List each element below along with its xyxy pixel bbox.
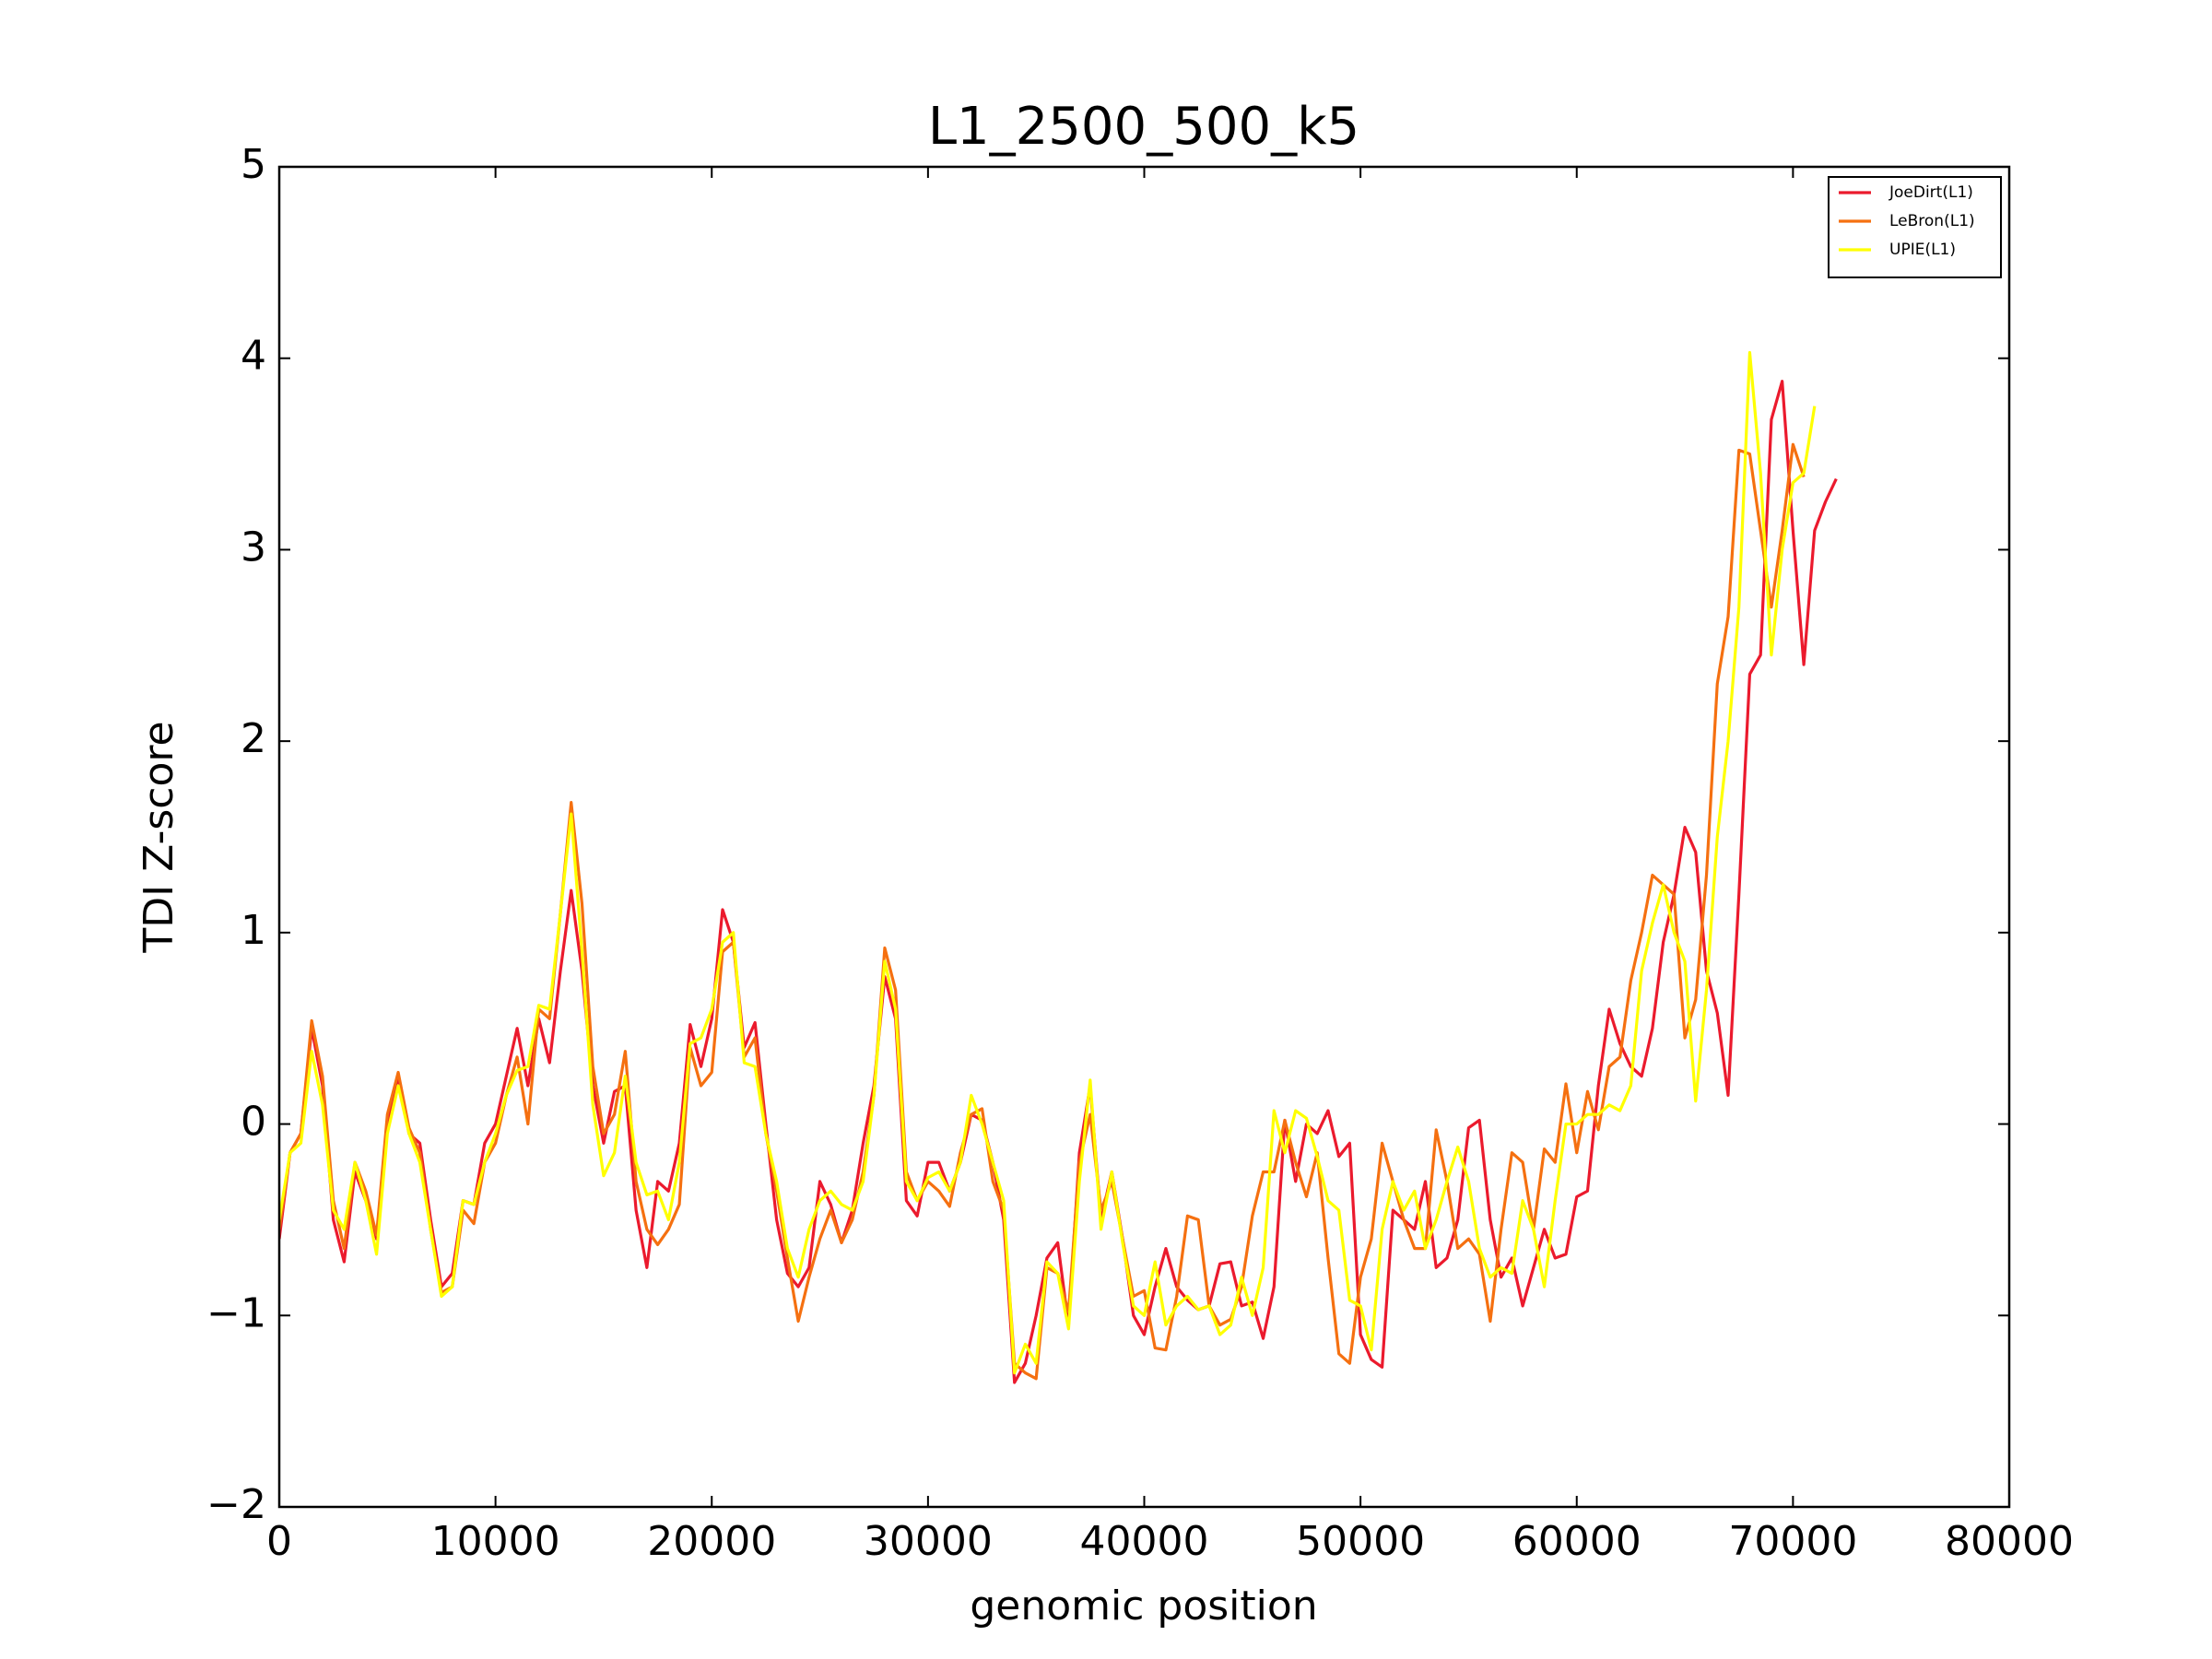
- data-line: [279, 442, 1806, 1381]
- legend-label: JoeDirt(L1): [1888, 183, 1973, 202]
- x-tick-label: 80000: [1945, 1518, 2074, 1565]
- x-tick-label: 0: [266, 1518, 292, 1565]
- y-tick-label: 2: [241, 715, 266, 762]
- data-line: [279, 350, 1817, 1375]
- legend-label: UPIE(L1): [1889, 241, 1956, 259]
- legend-label: LeBron(L1): [1889, 212, 1975, 230]
- x-tick-label: 70000: [1728, 1518, 1857, 1565]
- y-tick-label: 4: [241, 333, 266, 380]
- x-tick-label: 10000: [431, 1518, 560, 1565]
- y-tick-label: 1: [241, 907, 266, 954]
- x-tick-label: 20000: [647, 1518, 776, 1565]
- plot-frame: [277, 165, 2011, 1509]
- x-axis-label: genomic position: [970, 1583, 1317, 1630]
- y-tick-label: 5: [241, 141, 266, 188]
- x-tick-label: 40000: [1080, 1518, 1209, 1565]
- y-tick-label: 3: [241, 524, 266, 571]
- data-line: [279, 380, 1838, 1384]
- y-tick-label: −1: [206, 1289, 266, 1336]
- y-tick-label: −2: [206, 1481, 266, 1528]
- y-tick-label: 0: [241, 1099, 266, 1146]
- y-axis-label: TDI Z-score: [135, 721, 182, 953]
- x-tick-label: 60000: [1512, 1518, 1641, 1565]
- x-tick-label: 50000: [1296, 1518, 1425, 1565]
- chart-title: L1_2500_500_k5: [928, 97, 1359, 157]
- x-tick-label: 30000: [864, 1518, 993, 1565]
